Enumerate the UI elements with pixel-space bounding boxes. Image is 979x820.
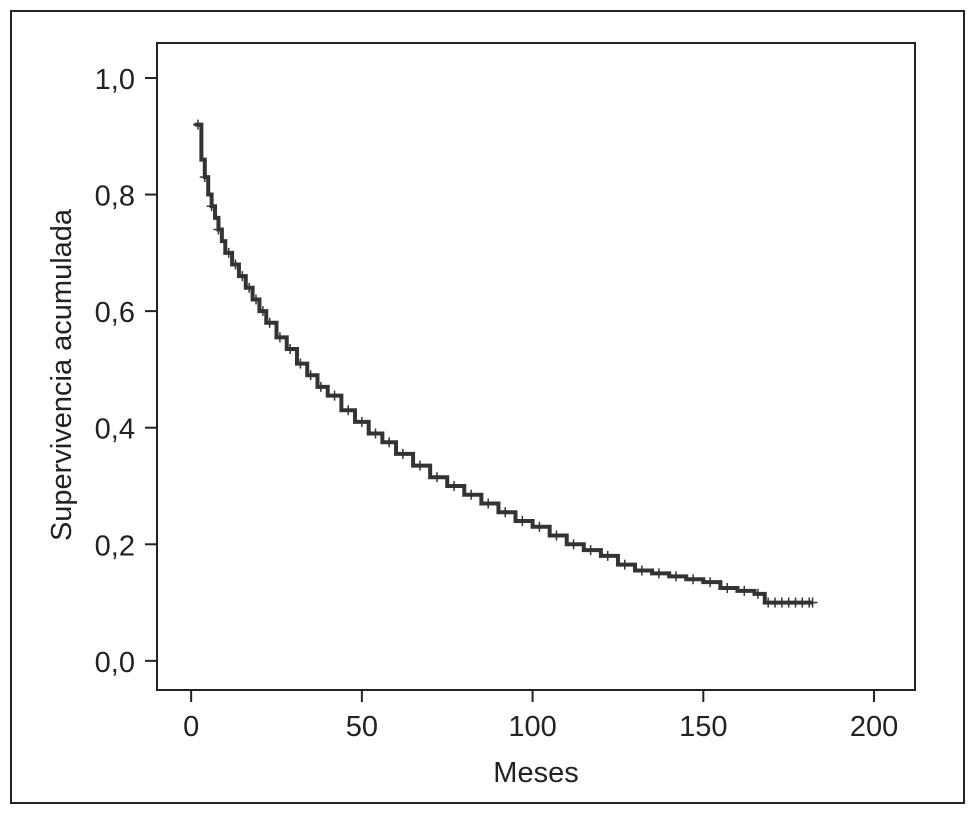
plot-area <box>156 42 916 691</box>
censor-mark <box>329 390 340 401</box>
survival-curve <box>194 122 813 605</box>
censor-mark <box>466 489 477 500</box>
x-axis: 0 50 100 150 200 <box>183 690 898 743</box>
censor-mark <box>315 381 326 392</box>
censor-mark <box>257 306 268 317</box>
censor-mark <box>807 597 818 608</box>
censor-mark <box>585 545 596 556</box>
censor-marks-layer <box>192 119 818 608</box>
survival-curve-layer <box>194 122 813 605</box>
censor-mark <box>384 437 395 448</box>
y-axis-title: Supervivencia acumulada <box>46 208 78 541</box>
censor-mark <box>602 550 613 561</box>
y-tick-label: 0,0 <box>95 647 135 679</box>
censor-mark <box>397 448 408 459</box>
censor-mark <box>213 224 224 235</box>
censor-mark <box>199 172 210 183</box>
censor-mark <box>305 370 316 381</box>
censor-mark <box>251 294 262 305</box>
censor-mark <box>551 530 562 541</box>
x-tick-label: 150 <box>679 711 727 743</box>
x-tick-label: 0 <box>183 711 199 743</box>
censor-mark <box>752 588 763 599</box>
censor-mark <box>295 358 306 369</box>
censor-mark <box>722 582 733 593</box>
censor-mark <box>619 559 630 570</box>
censor-mark <box>705 577 716 588</box>
censor-mark <box>274 332 285 343</box>
censor-mark <box>568 539 579 550</box>
x-tick-label: 100 <box>508 711 556 743</box>
x-tick-label: 200 <box>850 711 898 743</box>
censor-mark <box>343 405 354 416</box>
censor-mark <box>285 344 296 355</box>
censor-mark <box>206 201 217 212</box>
x-axis-title: Meses <box>493 757 578 789</box>
censor-mark <box>500 507 511 518</box>
censor-mark <box>223 247 234 258</box>
y-tick-label: 0,4 <box>95 414 135 446</box>
censor-mark <box>688 574 699 585</box>
censor-mark <box>370 428 381 439</box>
y-axis: 0,0 0,2 0,4 0,6 0,8 1,0 <box>95 64 157 679</box>
censor-mark <box>517 515 528 526</box>
censor-mark <box>414 460 425 471</box>
censor-mark <box>653 568 664 579</box>
censor-mark <box>483 498 494 509</box>
y-tick-label: 0,8 <box>95 181 135 213</box>
y-tick-label: 0,2 <box>95 530 135 562</box>
censor-mark <box>636 565 647 576</box>
censor-mark <box>739 585 750 596</box>
y-tick-label: 0,6 <box>95 297 135 329</box>
y-tick-label: 1,0 <box>95 64 135 96</box>
censor-mark <box>534 521 545 532</box>
censor-mark <box>230 259 241 270</box>
censor-mark <box>244 282 255 293</box>
figure-frame <box>10 10 965 804</box>
censor-mark <box>264 317 275 328</box>
censor-mark <box>237 271 248 282</box>
x-tick-label: 50 <box>346 711 378 743</box>
censor-mark <box>356 416 367 427</box>
censor-mark <box>192 119 203 130</box>
censor-mark <box>670 571 681 582</box>
censor-mark <box>449 480 460 491</box>
censor-mark <box>431 472 442 483</box>
